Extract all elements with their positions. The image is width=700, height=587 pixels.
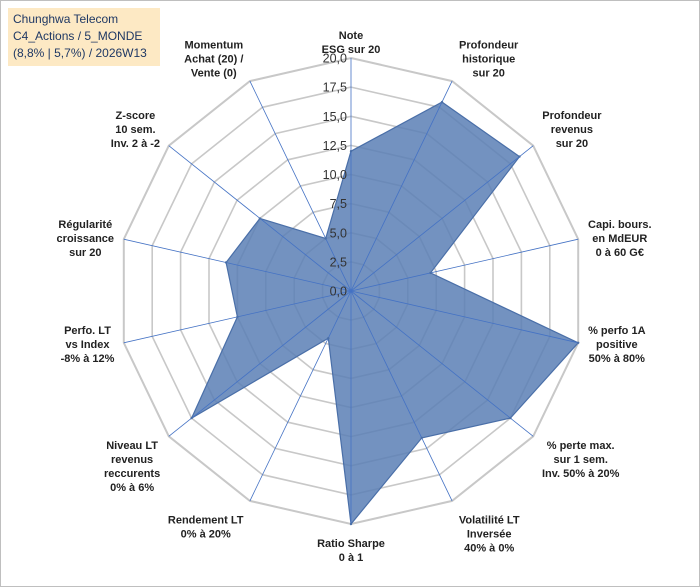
data-point-3 bbox=[429, 271, 432, 275]
axis-spoke-3 bbox=[350, 238, 579, 292]
axis-spoke-4 bbox=[350, 290, 579, 344]
axis-label-0: Note ESG sur 20 bbox=[322, 30, 381, 56]
axis-spoke-1 bbox=[350, 80, 453, 292]
axis-spoke-6 bbox=[350, 290, 453, 502]
r-tick-label: 15,0 bbox=[323, 110, 347, 124]
title-line-category: C4_Actions / 5_MONDE bbox=[13, 29, 143, 43]
axis-spoke-5 bbox=[350, 290, 534, 437]
r-tick-label: 2,5 bbox=[330, 255, 347, 269]
data-point-8 bbox=[327, 337, 330, 340]
axis-spoke-2 bbox=[350, 145, 534, 292]
axis-label-5: % perte max. sur 1 sem. Inv. 50% à 20% bbox=[542, 440, 620, 480]
data-point-4 bbox=[577, 341, 580, 344]
r-tick-label: 0,0 bbox=[330, 285, 347, 299]
series-area bbox=[190, 101, 580, 526]
axis-spoke-13 bbox=[249, 80, 352, 292]
data-point-6 bbox=[420, 436, 423, 440]
data-point-5 bbox=[509, 416, 512, 420]
axis-label-8: Rendement LT 0% à 20% bbox=[168, 514, 244, 540]
data-point-2 bbox=[518, 155, 521, 158]
axis-label-7: Ratio Sharpe 0 à 1 bbox=[317, 538, 385, 564]
r-tick-label: 17,5 bbox=[323, 81, 347, 95]
axis-spoke-11 bbox=[123, 238, 352, 292]
r-tick-label: 20,0 bbox=[323, 52, 347, 66]
axis-label-6: Volatilité LT Inversée 40% à 0% bbox=[459, 514, 520, 554]
chart-title: Chunghwa Telecom C4_Actions / 5_MONDE (8… bbox=[8, 8, 160, 66]
data-point-10 bbox=[236, 315, 239, 319]
data-point-13 bbox=[324, 237, 327, 240]
data-point-12 bbox=[258, 217, 262, 220]
r-tick-label: 12,5 bbox=[323, 139, 347, 153]
r-tick-label: 10,0 bbox=[323, 168, 347, 182]
title-line-period: (8,8% | 5,7%) / 2026W13 bbox=[13, 46, 147, 60]
data-point-11 bbox=[224, 261, 228, 264]
data-point-9 bbox=[190, 416, 193, 420]
axis-label-4: % perfo 1A positive 50% à 80% bbox=[588, 325, 646, 365]
axis-label-2: Profondeur revenus sur 20 bbox=[542, 110, 602, 150]
axis-label-13: Momentum Achat (20) / Vente (0) bbox=[184, 40, 243, 80]
r-tick-label: 7,5 bbox=[330, 197, 347, 211]
title-line-company: Chunghwa Telecom bbox=[13, 12, 119, 26]
axis-label-12: Z-score 10 sem. Inv. 2 à -2 bbox=[111, 110, 160, 150]
data-point-7 bbox=[349, 522, 353, 526]
data-point-0 bbox=[349, 150, 353, 153]
axis-label-1: Profondeur historique sur 20 bbox=[459, 40, 519, 80]
axis-label-9: Niveau LT revenus reccurents 0% à 6% bbox=[104, 440, 160, 494]
data-point-1 bbox=[440, 100, 444, 104]
axis-spoke-9 bbox=[168, 290, 352, 437]
r-tick-label: 5,0 bbox=[330, 226, 347, 240]
axis-label-10: Perfo. LT vs Index -8% à 12% bbox=[61, 325, 115, 365]
axis-label-11: Régularité croissance sur 20 bbox=[57, 219, 114, 259]
axis-label-3: Capi. bours. en MdEUR 0 à 60 G€ bbox=[588, 219, 652, 259]
axis-spoke-8 bbox=[249, 290, 352, 502]
